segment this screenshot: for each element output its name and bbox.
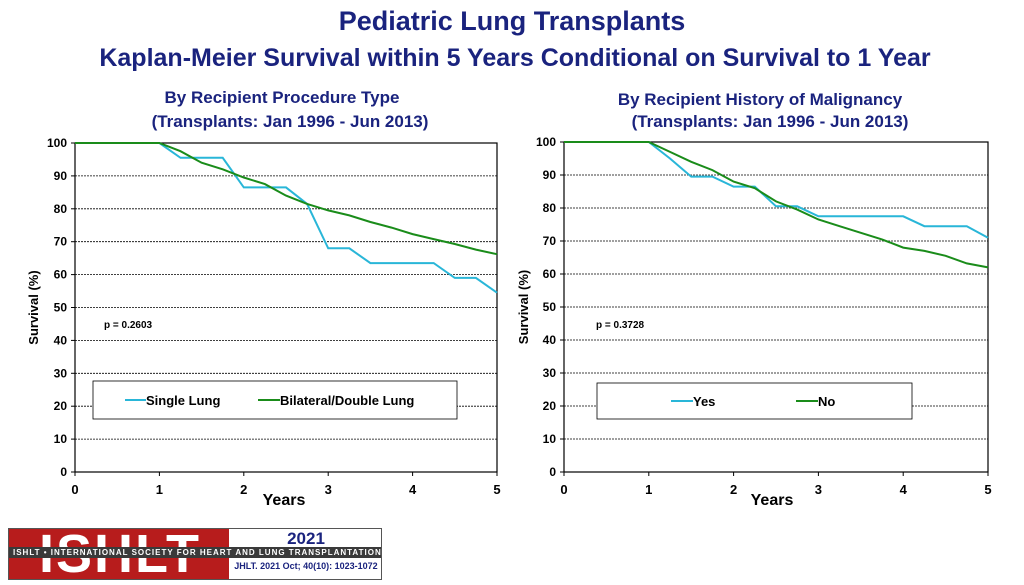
y-tick-label: 80 [54,202,68,216]
y-tick-label: 20 [54,399,68,413]
legend-label: Yes [693,394,715,409]
chart-malignancy-history: 0 10 20 30 40 50 60 70 80 90 100 0 1 2 3 4 5 Years Surviva… [516,135,992,509]
series-line-b [75,142,498,256]
logo-year: 2021 [287,529,325,548]
y-tick-label: 60 [543,267,557,281]
x-tick-label: 2 [240,482,247,497]
legend-label: Single Lung [146,393,220,408]
citation: JHLT. 2021 Oct; 40(10): 1023-1072 [234,561,378,571]
x-tick-label: 2 [730,482,737,497]
x-tick-label: 0 [560,482,567,497]
page-subtitle: Kaplan-Meier Survival within 5 Years Con… [99,44,931,72]
plot-frame [74,142,498,473]
x-tick-label: 1 [156,482,163,497]
x-tick-label: 5 [984,482,991,497]
y-tick-label: 40 [54,333,68,347]
y-tick-label: 80 [543,201,557,215]
x-tick-label: 3 [325,482,332,497]
y-tick-label: 30 [543,366,557,380]
x-tick-label: 4 [900,482,908,497]
y-tick-label: 10 [543,432,557,446]
y-tick-label: 70 [543,234,557,248]
y-tick-label: 0 [549,465,556,479]
y-axis-label: Survival (%) [26,270,41,344]
legend-label: No [818,394,835,409]
legend-box [596,382,913,420]
y-tick-label: 70 [54,235,68,249]
chart-procedure-type: 0 10 20 30 40 50 60 70 80 90 100 0 1 2 3 4 5 Years Surviva… [26,136,501,509]
chart-2-subtitle: (Transplants: Jan 1996 - Jun 2013) [631,112,909,131]
ishlt-logo: ISHLT ISHLT • INTERNATIONAL SOCIETY FOR … [8,528,382,580]
p-value-annotation: p = 0.3728 [596,320,645,331]
y-axis-label: Survival (%) [516,270,531,344]
y-tick-label: 20 [543,399,557,413]
series-line-a [564,141,989,239]
x-tick-label: 1 [645,482,652,497]
y-tick-label: 60 [54,268,68,282]
y-tick-label: 50 [543,300,557,314]
plot-frame [563,141,989,473]
y-tick-label: 100 [47,136,67,150]
x-tick-label: 5 [493,482,500,497]
chart-1-subtitle: (Transplants: Jan 1996 - Jun 2013) [151,112,429,131]
y-tick-label: 40 [543,333,557,347]
chart-1-title: By Recipient Procedure Type [164,88,400,107]
series-line-b [564,141,989,269]
x-axis-label: Years [751,492,794,509]
logo-band: ISHLT • INTERNATIONAL SOCIETY FOR HEART … [9,547,381,558]
x-axis-label: Years [263,492,306,509]
y-tick-label: 90 [543,168,557,182]
y-tick-label: 100 [536,135,556,149]
series-line-a [75,142,498,294]
y-tick-label: 90 [54,169,68,183]
x-tick-label: 4 [409,482,417,497]
x-tick-label: 0 [71,482,78,497]
y-tick-label: 30 [54,366,68,380]
y-tick-label: 50 [54,301,68,315]
y-tick-label: 10 [54,432,68,446]
y-tick-label: 0 [60,465,67,479]
legend-label: Bilateral/Double Lung [280,393,414,408]
chart-2-title: By Recipient History of Malignancy [617,90,903,109]
page-title: Pediatric Lung Transplants [338,6,686,36]
p-value-annotation: p = 0.2603 [104,320,153,331]
x-tick-label: 3 [815,482,822,497]
